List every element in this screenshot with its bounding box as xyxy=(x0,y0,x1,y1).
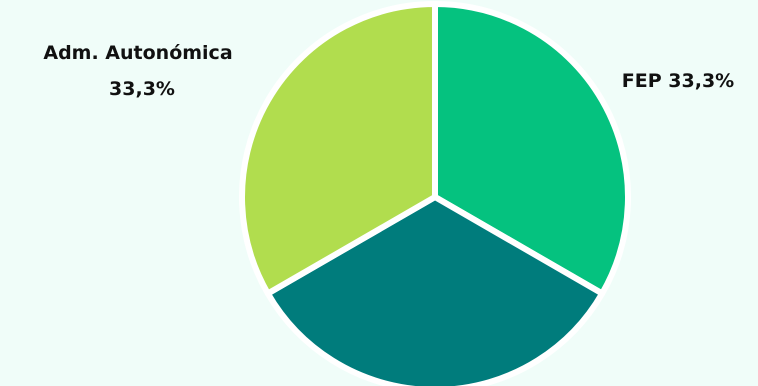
pie-slices xyxy=(239,1,631,386)
pie-slice-fep xyxy=(432,1,631,297)
slice-label-adm-autonomica-name: Adm. Autonómica xyxy=(43,42,232,64)
pie-labels: FEP 33,3% Adm. Autonómica 33,3% xyxy=(43,42,734,100)
pie-slice-adm-auton-mica xyxy=(239,1,438,297)
slice-label-adm-autonomica-value: 33,3% xyxy=(109,78,175,100)
pie-slice-unlabeled-1 xyxy=(264,194,606,386)
slice-label-fep: FEP 33,3% xyxy=(622,70,734,92)
